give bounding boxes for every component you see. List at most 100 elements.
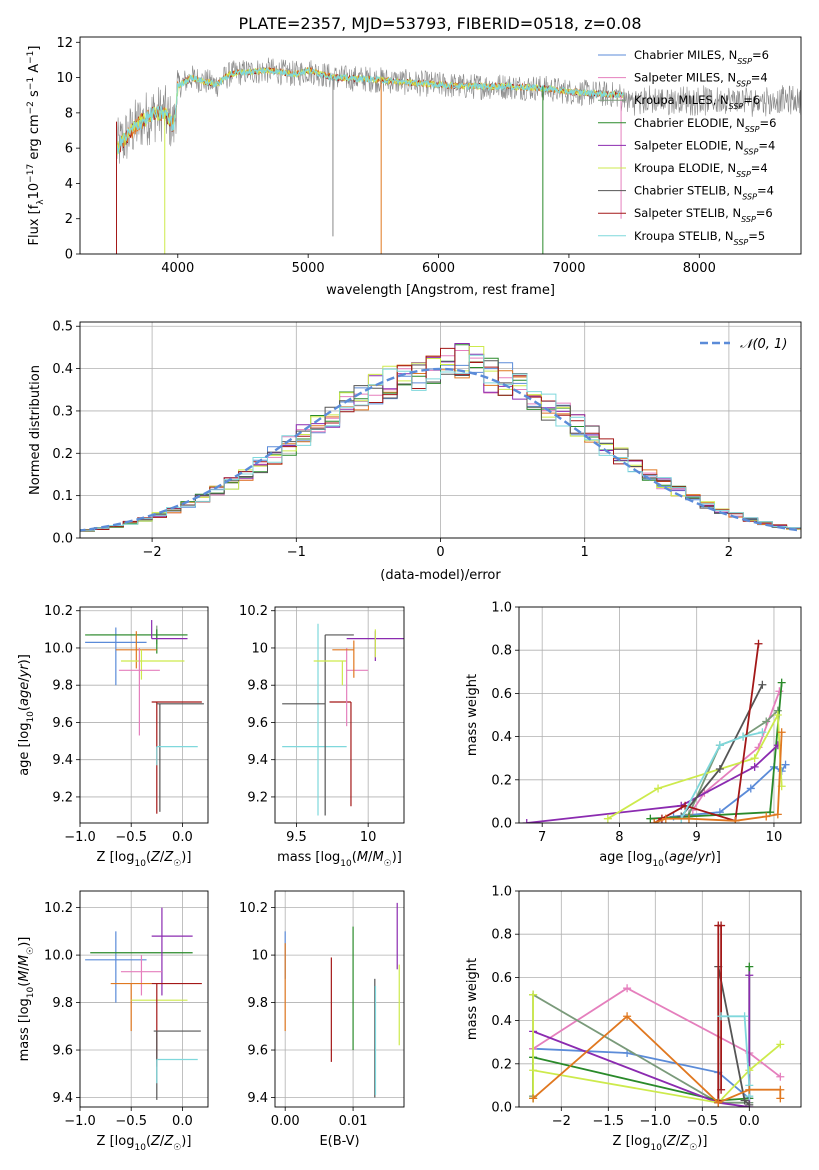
legend-label: Kroupa MILES, NSSP=6 xyxy=(634,93,760,111)
weight-series xyxy=(680,731,763,820)
label-part: )] xyxy=(181,850,191,865)
label-part: mass [log xyxy=(17,998,32,1061)
gaussian-curve xyxy=(80,367,801,532)
plot-area xyxy=(282,623,404,816)
weight-marker xyxy=(717,1012,726,1021)
y-tick-label: 0.8 xyxy=(491,644,512,659)
label-part: 10 xyxy=(27,183,42,200)
label-part: age [log xyxy=(599,850,652,865)
label-part: 10 xyxy=(134,859,146,869)
legend-text: Salpeter ELODIE, N xyxy=(634,138,744,152)
label-part: yr xyxy=(17,663,32,679)
legend-eq: =4 xyxy=(751,71,768,85)
x-tick-label: 2 xyxy=(725,545,733,560)
chart-mass_vs_EBV: 0.00 0.01 9.4 9.6 9.8 10 10.2 E(B-V) xyxy=(239,890,405,1149)
legend-eq: =5 xyxy=(748,229,765,243)
error-bar xyxy=(332,640,355,678)
legend-label: Chabrier ELODIE, NSSP=6 xyxy=(634,116,776,134)
weight-marker xyxy=(766,808,775,817)
weight-marker xyxy=(758,728,767,737)
weight-series xyxy=(532,987,781,1078)
weight-marker xyxy=(776,1094,785,1103)
weight-marker xyxy=(745,1100,754,1107)
weight-marker xyxy=(777,678,786,687)
label-part: mass weight xyxy=(465,958,480,1040)
y-axis-label: age [log10(age/yr)] xyxy=(17,654,36,776)
label-part: Flux [f xyxy=(27,204,42,245)
legend-sub: SSP xyxy=(729,102,744,111)
label-part: / xyxy=(676,1134,681,1149)
error-bar xyxy=(156,1058,198,1084)
label-part: yr xyxy=(697,850,713,865)
axes-frame xyxy=(274,606,405,824)
x-tick-label: 8 xyxy=(615,830,623,845)
y-tick-label: 9.4 xyxy=(52,1091,73,1106)
y-axis-label: mass weight xyxy=(465,674,480,756)
label-part: )] xyxy=(697,1134,707,1149)
y-tick-label: 10 xyxy=(251,641,268,656)
y-tick-label: 10.2 xyxy=(44,604,73,619)
label-part: A xyxy=(27,64,42,77)
legend-text: Kroupa ELODIE, N xyxy=(634,161,736,175)
x-tick-label: 7 xyxy=(538,830,546,845)
label-part: E(B-V) xyxy=(319,1134,359,1149)
x-tick-label: −2 xyxy=(143,545,162,560)
weight-series xyxy=(688,710,779,815)
y-tick-label: 9.4 xyxy=(52,753,73,768)
chart-age_vs_Z: −1.0 −0.5 0.09.29.49.69.810.010.2Z [log10(… xyxy=(17,604,209,869)
y-tick-label: 9.6 xyxy=(52,1044,73,1059)
weight-marker xyxy=(529,1094,538,1103)
weight-marker xyxy=(684,814,693,823)
label-part: ☉ xyxy=(173,859,181,869)
label-part: )] xyxy=(711,850,721,865)
weight-marker xyxy=(740,1012,749,1021)
error-bar xyxy=(120,955,162,996)
y-tick-label: 9.8 xyxy=(247,679,268,694)
x-axis-label: Z [log10(Z/Z☉)] xyxy=(613,1134,708,1153)
weight-marker xyxy=(717,1085,726,1094)
weight-marker xyxy=(661,814,670,823)
axes-frame xyxy=(79,321,802,539)
axes-frame xyxy=(79,36,802,255)
x-tick-label: 8000 xyxy=(683,261,716,276)
label-part: ☉ xyxy=(173,1143,181,1153)
weight-series xyxy=(650,682,783,820)
label-part: ( xyxy=(664,850,669,865)
weight-marker xyxy=(773,711,782,719)
y-tick-label: 12 xyxy=(56,36,73,51)
weight-series xyxy=(532,975,751,1107)
label-part: Z [log xyxy=(97,850,135,865)
y-tick-label: 9.6 xyxy=(52,716,73,731)
model-spectrum xyxy=(115,66,624,154)
label-part: / xyxy=(17,677,32,682)
legend-text: Salpeter STELIB, N xyxy=(634,206,741,220)
y-tick-label: 0.2 xyxy=(491,773,512,788)
label-part: s xyxy=(27,90,42,101)
x-tick-label: 0.0 xyxy=(172,830,193,845)
legend-sub: SSP xyxy=(745,124,760,133)
weight-marker xyxy=(529,990,538,999)
weight-series xyxy=(532,966,751,1102)
label-part: age xyxy=(17,682,32,706)
plot-area xyxy=(85,620,204,814)
x-tick-label: 1 xyxy=(581,545,589,560)
label-part: 10 xyxy=(134,1143,146,1153)
label-part: ( xyxy=(146,1134,151,1149)
label-part: ( xyxy=(17,982,32,987)
label-part: M xyxy=(372,850,383,865)
label-part: mass [log xyxy=(277,850,340,865)
x-tick-label: −1 xyxy=(287,545,306,560)
y-axis-label: mass weight xyxy=(465,958,480,1040)
weight-marker xyxy=(646,814,655,823)
y-tick-label: 4 xyxy=(65,177,73,192)
error-bar xyxy=(115,631,157,669)
label-part: −2 xyxy=(26,101,36,114)
y-tick-label: 0.2 xyxy=(52,447,73,462)
y-tick-label: 0.0 xyxy=(491,1101,512,1116)
grid-lines xyxy=(79,607,208,823)
weight-marker xyxy=(745,1085,754,1094)
weight-marker xyxy=(777,728,786,737)
